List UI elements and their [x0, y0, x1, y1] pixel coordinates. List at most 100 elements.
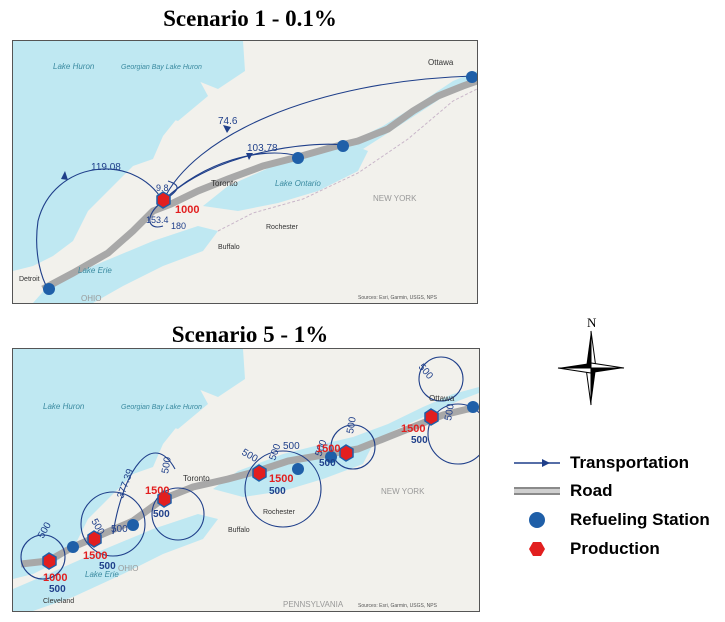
road-line: [41, 77, 477, 293]
flow-value-label: 180: [171, 221, 186, 231]
legend-item-transportation: Transportation: [512, 450, 689, 476]
legend-label: Refueling Station: [570, 510, 710, 529]
flow-loop: [20, 534, 66, 580]
place-label: Buffalo: [228, 527, 250, 534]
place-label: Detroit: [19, 276, 40, 283]
flow-value-label: 500: [160, 456, 174, 475]
place-label: NEW YORK: [373, 194, 417, 203]
place-label: Buffalo: [218, 244, 240, 251]
production-value-label: 1500: [145, 485, 169, 497]
compass-point-w-dark: [558, 363, 591, 368]
compass-point-e-dark: [591, 368, 624, 373]
refueling-station: [292, 152, 304, 164]
production-value-label: 500: [269, 486, 286, 497]
compass-point-s-light: [585, 367, 592, 406]
scenario-1-title: Scenario 1 - 0.1%: [163, 6, 337, 31]
flow-path: [112, 452, 176, 535]
place-label: Cleveland: [43, 598, 74, 605]
flow-loop: [330, 424, 376, 470]
scenario-5-map-canvas: Lake Huron Georgian Bay Lake Huron Toron…: [13, 349, 479, 611]
border-line: [217, 88, 477, 232]
legend-label: Production: [570, 539, 660, 558]
flow-value-label: 74.6: [218, 116, 238, 127]
production-value-label: 1000: [175, 204, 199, 216]
production-site: [156, 191, 171, 209]
legend-item-production: Production: [512, 536, 660, 562]
refueling-station: [67, 541, 79, 553]
production-site: [157, 490, 172, 508]
place-label: Georgian Bay Lake Huron: [121, 64, 202, 71]
production-value-label: 500: [99, 561, 116, 572]
production-value-label: 1500: [401, 423, 425, 435]
compass-point-s-dark: [591, 368, 596, 405]
compass-point-n-dark: [586, 331, 591, 368]
scenario-5-map: Lake Huron Georgian Bay Lake Huron Toron…: [12, 348, 480, 612]
production-value-label: 1500: [83, 550, 107, 562]
place-label: OHIO: [81, 294, 101, 303]
production-value-label: 500: [411, 435, 428, 446]
production-site: [252, 464, 267, 482]
place-label: Lake Erie: [78, 266, 112, 275]
refueling-station: [43, 283, 55, 295]
compass-point-w-light: [557, 367, 592, 374]
place-label: Ottawa: [428, 58, 454, 67]
georgian-bay: [108, 359, 208, 429]
production-sites: [42, 408, 439, 570]
production-site: [339, 444, 354, 462]
flow-arrow: [223, 125, 231, 133]
production-value-label: 500: [153, 509, 170, 520]
production-value-label: 500: [49, 584, 66, 595]
flow-arrow: [61, 171, 68, 180]
flow-value-label: 500: [345, 416, 359, 435]
place-label: NEW YORK: [381, 487, 425, 496]
place-label: Ottawa: [429, 394, 455, 403]
production-site: [424, 408, 439, 426]
production-value-label: 1000: [43, 572, 67, 584]
refueling-station: [292, 463, 304, 475]
compass-point-e-light: [590, 362, 625, 369]
compass-point-n-light: [590, 330, 597, 369]
north-label: N: [587, 315, 597, 330]
st-lawrence-river: [353, 387, 479, 444]
place-label: Georgian Bay Lake Huron: [121, 404, 202, 411]
place-label: Toronto: [183, 474, 210, 483]
place-label: Toronto: [211, 179, 238, 188]
flow-value-label: 500: [443, 403, 457, 422]
map-source-attribution: Sources: Esri, Garmin, USGS, NPS: [358, 603, 438, 609]
flow-loop: [244, 450, 322, 528]
flow-value-label: 119.08: [91, 162, 121, 173]
place-label: Lake Ontario: [275, 179, 321, 188]
flow-loop: [427, 403, 479, 465]
flow-value-label: 153.4: [146, 215, 169, 225]
flow-lines: [36, 75, 474, 290]
flow-loop: [151, 487, 205, 541]
lake-erie: [13, 514, 218, 611]
flow-value-label: 103.78: [247, 143, 278, 154]
refueling-station: [337, 140, 349, 152]
production-value-label: 500: [319, 458, 336, 469]
transportation-line-icon: [512, 453, 562, 473]
blue-dot-icon: [512, 510, 562, 530]
flow-loop: [418, 356, 464, 402]
place-label: OHIO: [118, 564, 138, 573]
place-label: PENNSYLVANIA: [283, 600, 344, 609]
flow-lines: [20, 356, 479, 580]
legend-label: Transportation: [570, 453, 690, 472]
map-source-attribution: Sources: Esri, Garmin, USGS, NPS: [358, 295, 438, 301]
flow-value-label: 500: [283, 441, 300, 452]
lake-ontario: [203, 143, 368, 211]
road-band-icon: [512, 481, 562, 501]
scenario-1-map: Lake Huron Georgian Bay Lake Huron Toron…: [12, 40, 478, 304]
production-value-label: 1500: [269, 473, 293, 485]
legend-item-road: Road: [512, 478, 613, 504]
place-label: Rochester: [266, 224, 299, 231]
refueling-station: [127, 519, 139, 531]
red-hexagon-icon: [512, 539, 562, 559]
north-arrow: N: [556, 313, 626, 408]
production-site: [87, 530, 102, 548]
flow-value-label: 9.8: [156, 183, 169, 193]
flow-path-ottawa: [162, 75, 474, 202]
scenario-1-map-canvas: Lake Huron Georgian Bay Lake Huron Toron…: [13, 41, 477, 303]
place-label: Rochester: [263, 509, 296, 516]
flow-path-kingston: [162, 143, 344, 202]
